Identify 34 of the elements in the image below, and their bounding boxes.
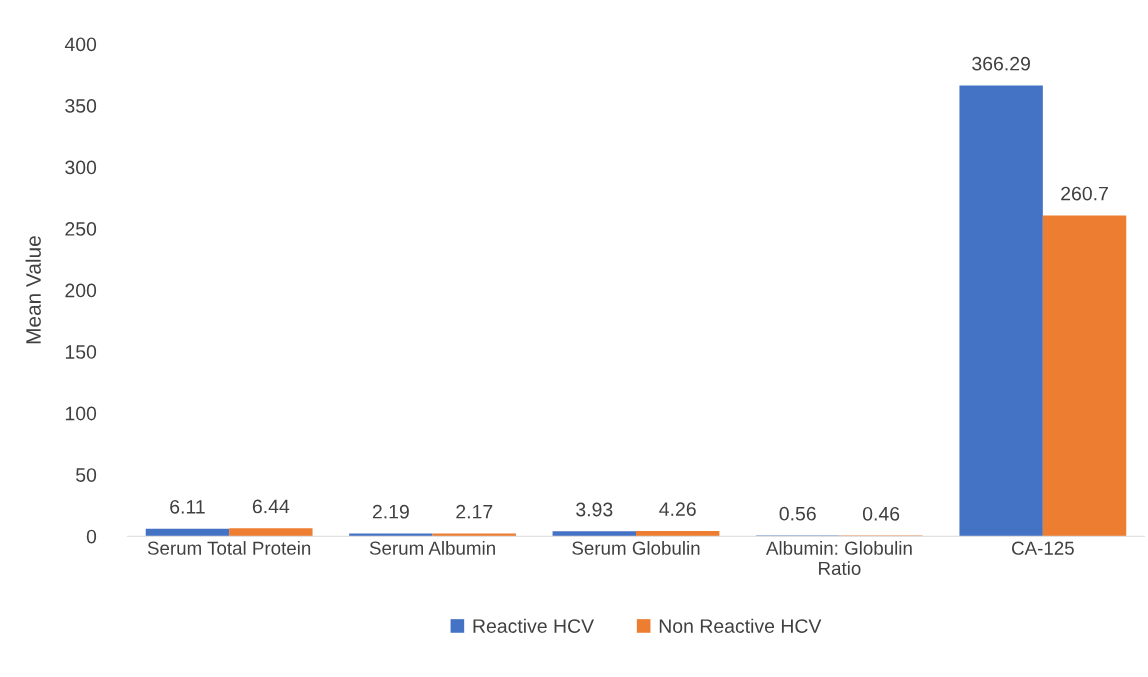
x-tick-label: Albumin: Globulin Ratio [765,541,912,576]
bar [229,528,313,537]
data-label: 260.7 [1061,186,1108,201]
data-label: 366.29 [972,56,1030,71]
data-label: 2.17 [456,504,493,519]
x-tick-label: Serum Albumin [369,541,495,555]
x-tick-label: Serum Globulin [572,541,700,555]
y-axis-title: Mean Value [25,236,41,344]
bar [635,530,720,537]
data-label: 3.93 [576,502,613,517]
x-tick-label: CA-125 [1012,541,1074,555]
bar [145,528,230,537]
data-label: 0.56 [779,506,816,521]
y-tick-label: 100 [65,406,97,421]
y-tick-label: 0 [86,529,97,544]
legend-label: Reactive HCV [473,618,594,633]
y-tick-label: 150 [65,345,97,359]
y-tick-label: 250 [65,222,97,236]
legend-label: Non Reactive HCV [659,618,822,633]
y-tick-label: 50 [76,468,97,482]
data-label: 2.19 [372,504,409,519]
bar [349,533,433,537]
bar [552,531,636,537]
data-label: 4.26 [659,502,696,516]
y-tick-label: 400 [64,37,97,52]
y-tick-label: 350 [65,99,97,113]
data-label: 6.11 [170,499,205,514]
y-tick-label: 300 [65,160,97,175]
bar [959,85,1043,537]
y-tick-label: 200 [65,283,97,298]
data-label: 6.44 [252,499,290,514]
data-label: 0.46 [862,506,900,521]
bar [1042,215,1127,537]
x-tick-label: Serum Total Protein [147,541,311,555]
